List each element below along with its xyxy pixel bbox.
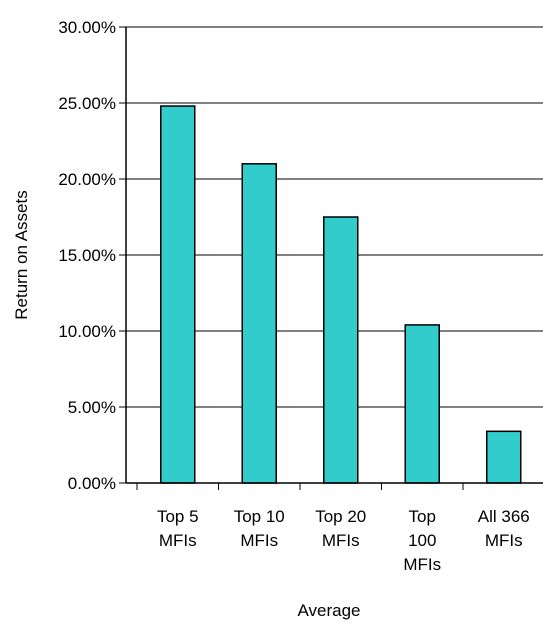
axes	[119, 26, 543, 490]
bars	[160, 105, 522, 484]
x-category-label-line: MFIs	[485, 531, 523, 550]
x-category-label: Top 20 MFIs	[315, 507, 366, 550]
x-category-label-line: MFIs	[240, 531, 278, 550]
bar	[486, 430, 522, 484]
bar	[404, 324, 440, 484]
x-category-label: Top 10 MFIs	[234, 507, 285, 550]
y-tick-labels: 0.00% 5.00% 10.00% 15.00% 20.00% 25.00% 30.00%	[58, 18, 116, 493]
y-tick-label: 5.00%	[68, 398, 116, 417]
y-tick-label: 0.00%	[68, 474, 116, 493]
bar	[323, 216, 359, 484]
x-category-label-line: MFIs	[403, 555, 441, 574]
y-tick-label: 25.00%	[58, 94, 116, 113]
x-axis-title: Average	[297, 601, 360, 620]
x-category-label-line: Top 5	[157, 507, 199, 526]
x-category-label-line: MFIs	[322, 531, 360, 550]
bar	[160, 105, 196, 484]
x-category-label-line: Top	[409, 507, 436, 526]
x-category-label: Top 5 MFIs	[157, 507, 199, 550]
x-category-label-line: MFIs	[159, 531, 197, 550]
y-tick-label: 20.00%	[58, 170, 116, 189]
y-tick-label: 10.00%	[58, 322, 116, 341]
x-category-label-line: Top 20	[315, 507, 366, 526]
x-category-label: Top 100 MFIs	[403, 507, 441, 574]
y-tick-label: 15.00%	[58, 246, 116, 265]
x-category-label-line: 100	[408, 531, 436, 550]
y-axis-title: Return on Assets	[12, 190, 31, 319]
x-category-label-line: Top 10	[234, 507, 285, 526]
y-tick-label: 30.00%	[58, 18, 116, 37]
bar	[241, 163, 277, 484]
x-category-label: All 366 MFIs	[478, 507, 530, 550]
x-category-label-line: All 366	[478, 507, 530, 526]
